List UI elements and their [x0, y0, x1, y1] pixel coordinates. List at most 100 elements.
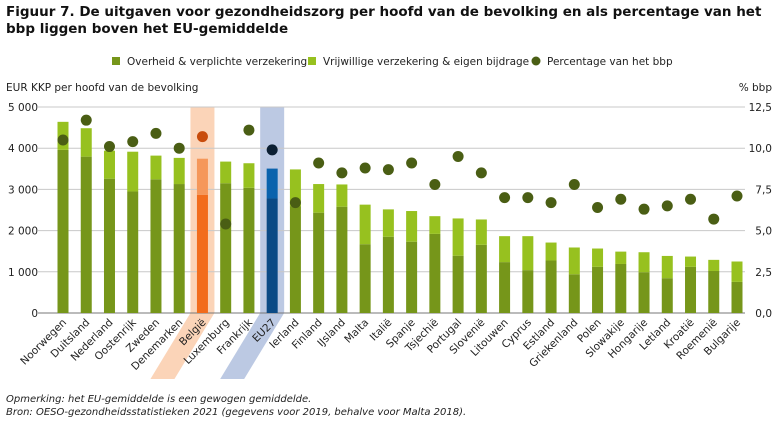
bar-public-12 [336, 206, 348, 313]
legend-label: Percentage van het bbp [547, 56, 673, 68]
bar-voluntary-9 [266, 168, 278, 199]
bar-voluntary-20 [522, 236, 534, 271]
dot-pct-7 [220, 218, 232, 230]
dot-pct-26 [661, 200, 673, 212]
x-tick-label: Malta [342, 317, 371, 346]
bar-public-24 [615, 263, 627, 313]
dot-pct-20 [522, 192, 534, 204]
bar-public-23 [592, 266, 604, 313]
bar-voluntary-17 [452, 218, 464, 256]
legend-label: Vrijwillige verzekering & eigen bijdrage [323, 56, 529, 68]
bar-public-15 [406, 241, 418, 313]
bar-voluntary-7 [220, 161, 232, 184]
dot-pct-24 [615, 193, 627, 205]
bar-voluntary-22 [568, 247, 580, 275]
bar-voluntary-25 [638, 252, 650, 273]
bar-public-10 [289, 206, 301, 313]
dot-pct-6 [196, 131, 208, 143]
dot-pct-28 [708, 213, 720, 225]
y-tick-label: 2 000 [8, 226, 38, 238]
chart-title: Figuur 7. De uitgaven voor gezondheidszo… [6, 4, 762, 37]
note-remark: Opmerking: het EU-gemiddelde is een gewo… [6, 394, 312, 405]
bar-voluntary-14 [382, 209, 394, 237]
bar-public-29 [731, 281, 743, 313]
bar-voluntary-16 [429, 216, 441, 234]
bar-voluntary-2 [103, 150, 115, 179]
y2-tick-label: 7,5 [755, 184, 772, 196]
dot-pct-15 [406, 157, 418, 169]
dot-pct-11 [313, 157, 325, 169]
bar-voluntary-24 [615, 251, 627, 264]
bar-public-26 [661, 278, 673, 313]
bar-voluntary-5 [173, 157, 185, 185]
bar-voluntary-13 [359, 204, 371, 245]
bar-public-6 [196, 194, 208, 313]
bar-voluntary-29 [731, 261, 743, 282]
dot-pct-21 [545, 197, 557, 209]
legend-swatch [308, 57, 316, 65]
bar-public-3 [127, 191, 139, 313]
y-tick-label: 0 [31, 308, 38, 320]
legend-swatch [112, 57, 120, 65]
y-tick-label: 3 000 [8, 184, 38, 196]
y2-axis-title: % bbp [739, 82, 773, 94]
bar-public-20 [522, 270, 534, 313]
dot-pct-1 [80, 114, 92, 126]
bar-voluntary-3 [127, 151, 139, 192]
legend-swatch [531, 56, 541, 66]
bar-voluntary-23 [592, 248, 604, 267]
dot-pct-14 [382, 164, 394, 176]
y-tick-label: 5 000 [8, 102, 38, 114]
y2-tick-label: 10,0 [749, 143, 772, 155]
dot-pct-2 [103, 141, 115, 153]
bar-public-22 [568, 274, 580, 313]
bar-public-21 [545, 260, 557, 313]
y2-tick-label: 12,5 [749, 102, 772, 114]
bar-public-11 [313, 212, 325, 313]
bar-voluntary-10 [289, 169, 301, 207]
bar-public-2 [103, 178, 115, 313]
bar-public-7 [220, 183, 232, 313]
y2-tick-label: 5,0 [755, 226, 772, 238]
dot-pct-27 [685, 193, 697, 205]
bar-public-1 [80, 156, 92, 313]
bar-public-0 [57, 149, 69, 313]
bar-public-25 [638, 272, 650, 313]
bar-public-17 [452, 255, 464, 313]
bar-voluntary-26 [661, 255, 673, 279]
bar-public-18 [475, 244, 487, 313]
bar-public-14 [382, 236, 394, 313]
bar-voluntary-6 [196, 158, 208, 195]
dot-pct-29 [731, 190, 743, 202]
bar-public-13 [359, 244, 371, 313]
dot-pct-22 [568, 178, 580, 190]
dot-pct-9 [266, 144, 278, 156]
bar-voluntary-11 [313, 184, 325, 213]
bar-voluntary-18 [475, 219, 487, 245]
bar-voluntary-27 [685, 256, 697, 267]
dot-pct-17 [452, 150, 464, 162]
bar-public-28 [708, 270, 720, 313]
dot-pct-19 [499, 192, 511, 204]
dot-pct-5 [173, 142, 185, 154]
dot-pct-3 [127, 136, 139, 148]
dot-pct-12 [336, 167, 348, 179]
dot-pct-16 [429, 178, 441, 190]
bar-public-27 [685, 266, 697, 313]
bar-public-5 [173, 184, 185, 313]
dot-pct-0 [57, 134, 69, 146]
bar-voluntary-28 [708, 259, 720, 271]
bar-voluntary-4 [150, 155, 162, 180]
dot-pct-18 [475, 167, 487, 179]
bar-public-16 [429, 233, 441, 313]
bar-public-4 [150, 179, 162, 313]
y2-tick-label: 2,5 [755, 267, 772, 279]
bar-public-19 [499, 262, 511, 313]
bar-public-8 [243, 187, 255, 313]
dot-pct-8 [243, 124, 255, 136]
y-axis-title: EUR KKP per hoofd van de bevolking [6, 82, 198, 94]
note-source: Bron: OESO-gezondheidsstatistieken 2021 … [6, 407, 467, 418]
y-tick-label: 4 000 [8, 143, 38, 155]
bar-voluntary-19 [499, 236, 511, 263]
